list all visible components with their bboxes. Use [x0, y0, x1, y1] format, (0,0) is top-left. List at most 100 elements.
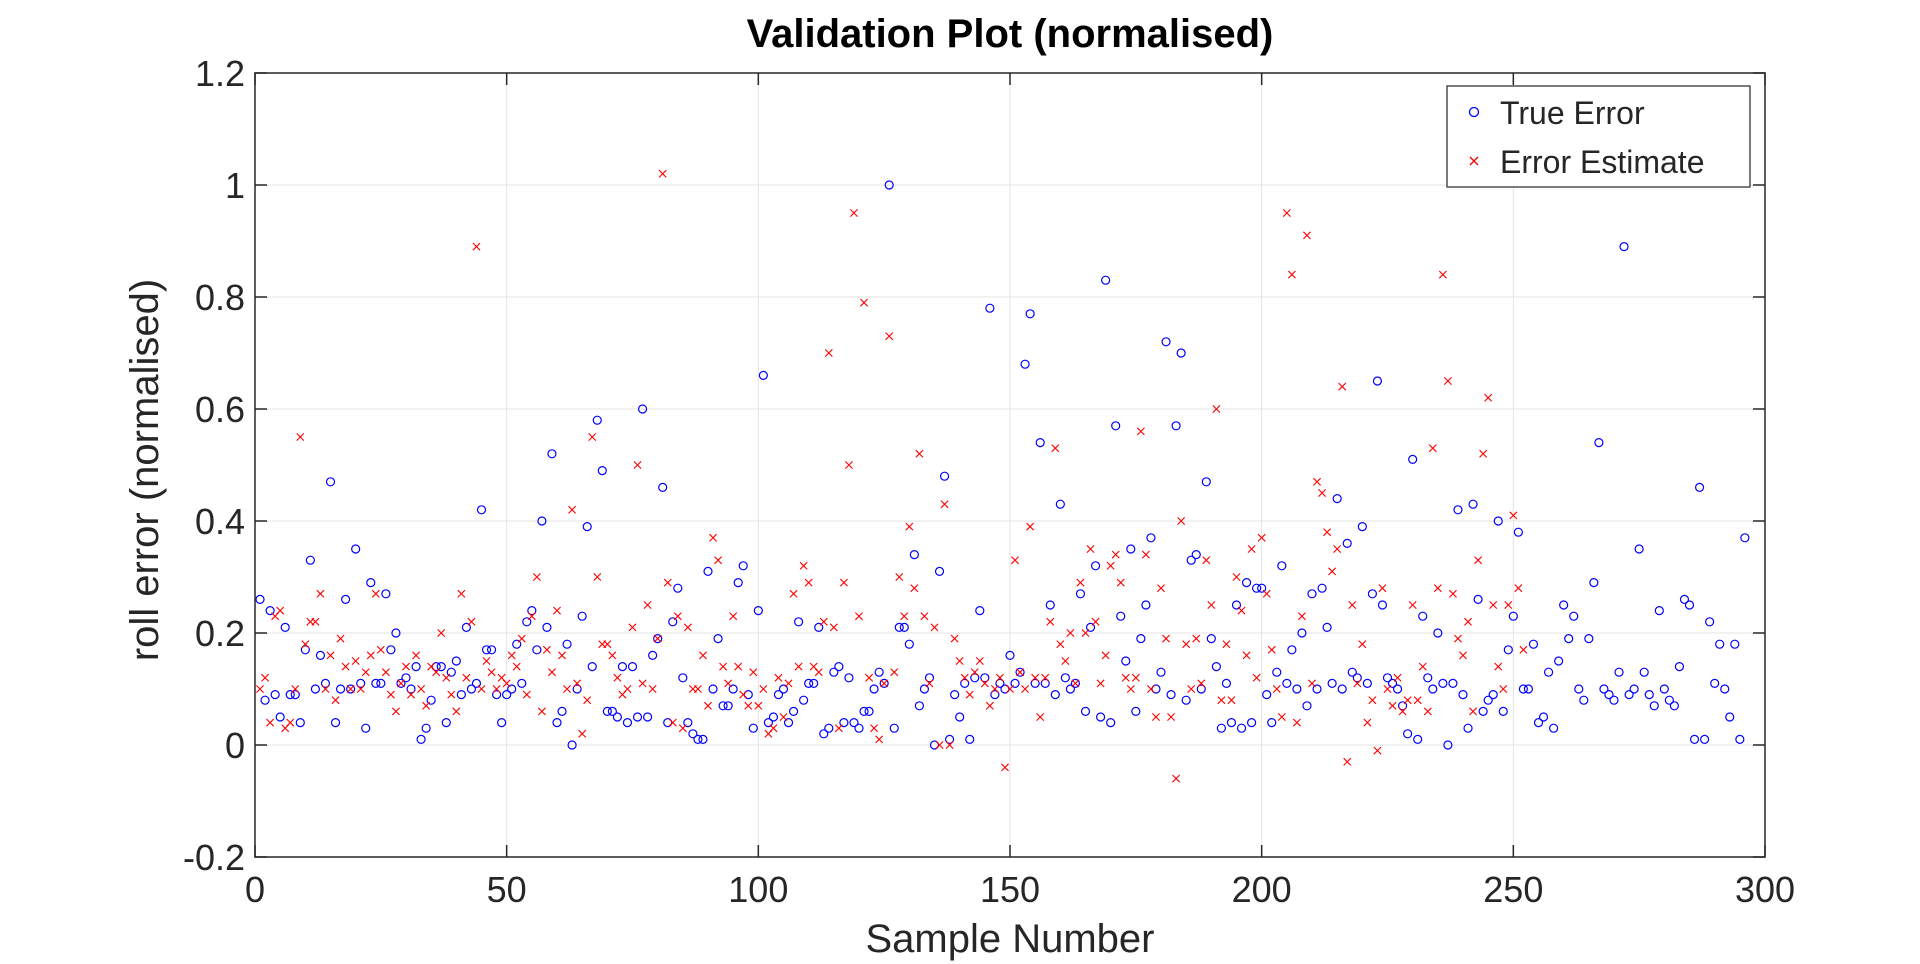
- true-error-point: [1317, 583, 1327, 593]
- error-estimate-point: [1182, 640, 1191, 649]
- true-error-point: [356, 678, 366, 689]
- error-estimate-point: [915, 449, 924, 458]
- error-estimate-point: [442, 673, 451, 682]
- error-estimate-point: [376, 645, 385, 654]
- true-error-point: [1458, 689, 1468, 700]
- true-error-point: [934, 566, 945, 577]
- true-error-point: [290, 689, 300, 700]
- error-estimate-point: [603, 640, 612, 649]
- true-error-point: [884, 180, 894, 190]
- true-error-point: [1040, 678, 1050, 689]
- error-estimate-point: [336, 634, 345, 643]
- x-tick-label: 0: [245, 869, 265, 910]
- true-error-point: [1710, 678, 1720, 689]
- true-error-point: [1055, 499, 1065, 509]
- true-error-point: [305, 555, 315, 565]
- true-error-point: [763, 717, 774, 728]
- error-estimate-point: [452, 707, 461, 716]
- true-error-point: [663, 717, 673, 728]
- true-error-point: [346, 684, 356, 694]
- true-error-point: [864, 706, 874, 717]
- error-estimate-point: [316, 589, 325, 598]
- true-error-point: [899, 622, 909, 633]
- error-estimate-point: [291, 685, 300, 693]
- error-estimate-point: [895, 573, 904, 581]
- true-error-point: [854, 723, 864, 733]
- error-estimate-point: [1383, 685, 1392, 693]
- true-error-point: [1015, 667, 1025, 677]
- true-error-point: [693, 734, 703, 745]
- true-error-point: [1629, 684, 1639, 694]
- true-error-point: [1614, 667, 1624, 677]
- true-error-point: [778, 684, 789, 694]
- error-estimate-point: [553, 606, 561, 615]
- error-estimate-point: [331, 696, 340, 705]
- error-estimate-point: [734, 662, 743, 671]
- true-error-point: [335, 684, 346, 694]
- error-estimate-point: [985, 701, 994, 710]
- true-error-point: [809, 678, 819, 689]
- error-estimate-point: [351, 657, 360, 665]
- y-tick-label: 0.2: [195, 613, 245, 654]
- error-estimate-point: [1348, 601, 1357, 609]
- true-error-point: [1206, 633, 1216, 644]
- true-error-point: [481, 645, 492, 655]
- error-estimate-point: [492, 685, 501, 693]
- error-estimate-point: [890, 668, 899, 677]
- error-estimate-point: [1302, 231, 1311, 240]
- true-error-point: [1674, 661, 1685, 672]
- error-estimate-point: [296, 433, 305, 441]
- error-estimate-point: [462, 673, 471, 682]
- true-error-point: [1080, 706, 1091, 717]
- true-error-point: [507, 684, 517, 694]
- true-error-point: [1433, 628, 1443, 638]
- error-estimate-point: [1428, 444, 1437, 453]
- true-error-point: [1302, 701, 1312, 711]
- true-error-point: [1659, 684, 1669, 694]
- true-error-point: [567, 740, 577, 750]
- true-error-point: [441, 717, 451, 728]
- error-estimate-point: [568, 505, 577, 514]
- true-error-point: [1619, 242, 1629, 252]
- true-error-point: [572, 684, 582, 694]
- error-estimate-point: [1313, 477, 1322, 486]
- true-error-point: [1584, 633, 1594, 644]
- error-estimate-point: [1167, 713, 1176, 721]
- true-error-point: [1639, 667, 1649, 677]
- error-estimate-point: [779, 713, 788, 721]
- error-estimate-point: [412, 651, 421, 660]
- true-error-point: [753, 605, 763, 616]
- error-estimate-point: [487, 668, 496, 677]
- true-error-point: [768, 712, 779, 722]
- true-error-point: [1377, 600, 1388, 610]
- true-error-point: [1156, 667, 1166, 677]
- error-estimate-point: [1343, 757, 1352, 766]
- true-error-point: [371, 678, 381, 689]
- true-error-point: [793, 617, 804, 627]
- error-estimate-point: [381, 668, 390, 677]
- true-error-point: [1644, 689, 1654, 700]
- true-error-point: [1664, 695, 1674, 705]
- error-estimate-point: [341, 662, 350, 671]
- true-error-point: [1131, 706, 1141, 717]
- error-estimate-point: [683, 623, 692, 632]
- true-error-point: [970, 673, 980, 683]
- true-error-point: [904, 639, 914, 649]
- error-estimate-point: [860, 298, 869, 307]
- error-estimate-point: [402, 662, 410, 671]
- true-error-point: [1654, 605, 1664, 616]
- error-estimate-point: [1086, 545, 1095, 553]
- true-error-point: [1624, 689, 1634, 700]
- true-error-point: [582, 521, 592, 532]
- true-error-point: [577, 611, 587, 621]
- error-estimate-point: [371, 589, 380, 598]
- error-estimate-point: [356, 685, 365, 693]
- true-error-point: [1493, 516, 1503, 526]
- x-tick-label: 200: [1232, 869, 1292, 910]
- true-error-point: [1503, 645, 1513, 655]
- true-error-point: [1060, 673, 1070, 683]
- error-estimate-point: [613, 673, 622, 682]
- true-error-point: [1347, 667, 1357, 677]
- legend-error-estimate-label: Error Estimate: [1500, 144, 1704, 180]
- error-estimate-point: [1408, 601, 1417, 609]
